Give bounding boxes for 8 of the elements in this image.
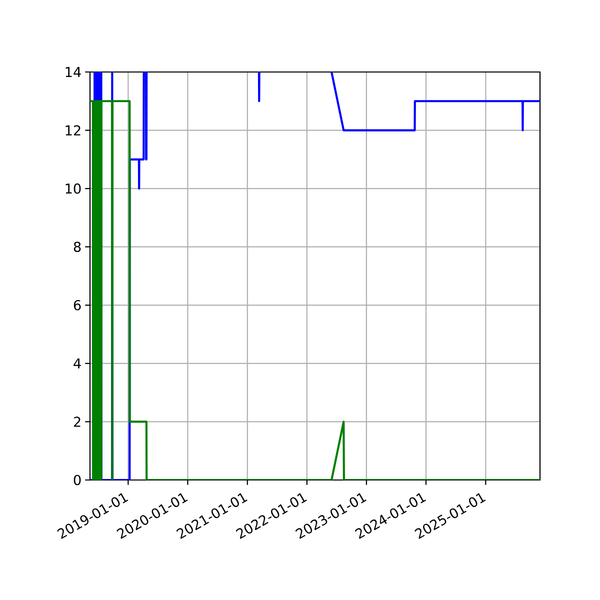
y-tick-label: 6 [74,300,81,310]
y-tick-label: 4 [74,358,81,368]
y-tick-label: 12 [66,125,80,136]
y-tick-label: 0 [74,474,81,486]
y-tick-label: 2 [74,416,80,427]
y-tick-label: 14 [66,67,81,77]
y-tick-label: 8 [74,242,81,252]
y-tick-label: 10 [66,183,81,194]
